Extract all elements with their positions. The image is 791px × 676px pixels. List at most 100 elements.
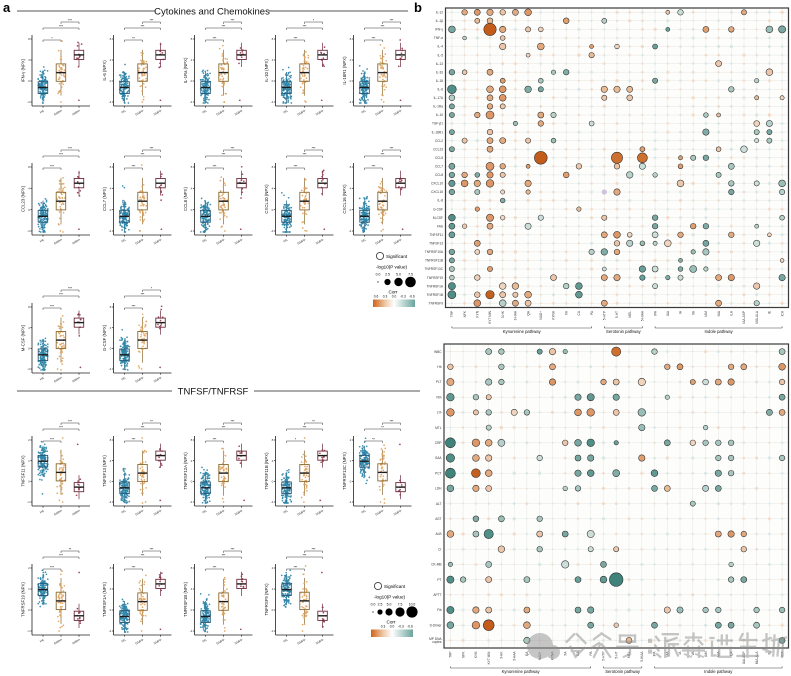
svg-text:HC: HC <box>283 508 289 514</box>
svg-text:TNFSF/TNFRSF: TNFSF/TNFRSF <box>178 387 249 398</box>
svg-text:***: *** <box>141 425 145 429</box>
svg-text:SMPP: SMPP <box>234 238 244 246</box>
svg-text:-4: -4 <box>271 100 274 104</box>
svg-text:4: 4 <box>191 459 193 463</box>
svg-text:G-CSF (NPX): G-CSF (NPX) <box>102 324 107 351</box>
svg-text:SMPP: SMPP <box>71 376 81 384</box>
svg-text:8: 8 <box>191 37 193 41</box>
svg-text:Cytokines and Chemokines: Cytokines and Chemokines <box>154 7 270 18</box>
svg-text:-4: -4 <box>190 100 193 104</box>
svg-text:CXCL10 (NPX): CXCL10 (NPX) <box>264 184 269 214</box>
svg-text:-4: -4 <box>109 367 112 371</box>
svg-text:***: *** <box>294 36 298 40</box>
svg-text:1: 1 <box>28 459 30 463</box>
svg-text:8: 8 <box>350 165 352 169</box>
svg-text:-4: -4 <box>109 629 112 633</box>
svg-text:GMPP: GMPP <box>135 376 145 384</box>
svg-text:0: 0 <box>350 480 352 484</box>
svg-text:0: 0 <box>350 79 352 83</box>
svg-text:IL-10 (NPX): IL-10 (NPX) <box>264 59 269 82</box>
svg-text:SMPP: SMPP <box>71 238 81 246</box>
svg-text:***: *** <box>59 292 63 296</box>
svg-text:7.5: 7.5 <box>398 603 403 607</box>
svg-text:***: *** <box>213 164 217 168</box>
svg-text:***: *** <box>150 18 154 22</box>
svg-text:SMPP: SMPP <box>234 109 244 117</box>
svg-text:8: 8 <box>272 37 274 41</box>
svg-text:***: *** <box>59 152 63 156</box>
svg-text:-1: -1 <box>27 500 30 504</box>
svg-text:8: 8 <box>110 37 112 41</box>
svg-text:***: *** <box>303 24 307 28</box>
svg-text:4: 4 <box>272 58 274 62</box>
svg-text:HC: HC <box>121 108 127 114</box>
svg-text:IFN-γ (NPX): IFN-γ (NPX) <box>21 58 26 82</box>
svg-text:**: ** <box>312 419 315 423</box>
svg-text:2: 2 <box>350 438 352 442</box>
svg-text:HC: HC <box>121 237 127 243</box>
svg-text:SMPP: SMPP <box>315 509 325 517</box>
svg-text:**: ** <box>132 36 135 40</box>
svg-text:5.0: 5.0 <box>387 603 392 607</box>
svg-text:-1: -1 <box>271 629 274 633</box>
svg-text:-0.6: -0.6 <box>409 295 415 299</box>
svg-text:***: *** <box>372 164 376 168</box>
svg-text:-log10(P value): -log10(P value) <box>374 595 406 600</box>
svg-text:0: 0 <box>28 79 30 83</box>
svg-text:SMPP: SMPP <box>153 109 163 117</box>
svg-text:a: a <box>3 0 11 15</box>
svg-text:**: ** <box>372 437 375 441</box>
svg-text:GMPP: GMPP <box>216 109 226 117</box>
svg-text:0: 0 <box>191 208 193 212</box>
svg-text:10.0: 10.0 <box>409 603 416 607</box>
svg-text:GMPP: GMPP <box>375 509 385 517</box>
svg-text:-4: -4 <box>27 229 30 233</box>
svg-text:GMPP: GMPP <box>53 238 63 246</box>
svg-text:***: *** <box>381 24 385 28</box>
svg-text:0: 0 <box>28 347 30 351</box>
svg-text:0: 0 <box>272 480 274 484</box>
svg-text:*: * <box>295 437 297 441</box>
svg-text:TNFSF13 (NPX): TNFSF13 (NPX) <box>102 455 107 487</box>
svg-text:HC: HC <box>283 108 289 114</box>
svg-text:TNFRSF13C (NPX): TNFRSF13C (NPX) <box>342 452 347 490</box>
svg-text:8: 8 <box>191 165 193 169</box>
svg-text:HC: HC <box>361 508 367 514</box>
svg-text:-0.6: -0.6 <box>407 625 413 629</box>
svg-text:0: 0 <box>110 79 112 83</box>
svg-text:***: *** <box>50 164 54 168</box>
svg-text:***: *** <box>390 419 394 423</box>
svg-text:8: 8 <box>28 305 30 309</box>
svg-text:**: ** <box>381 425 384 429</box>
svg-text:IL-6 (NPX): IL-6 (NPX) <box>102 60 107 81</box>
svg-text:0.0: 0.0 <box>376 273 381 277</box>
svg-text:Significant: Significant <box>386 254 408 259</box>
svg-text:CCL23 (NPX): CCL23 (NPX) <box>21 185 26 212</box>
svg-text:0.6: 0.6 <box>374 295 379 299</box>
svg-text:CCL8 (NPX): CCL8 (NPX) <box>183 186 188 210</box>
svg-text:2: 2 <box>28 438 30 442</box>
svg-text:***: *** <box>222 425 226 429</box>
svg-text:***: *** <box>231 146 235 150</box>
svg-text:SMPP: SMPP <box>315 109 325 117</box>
svg-text:8: 8 <box>110 438 112 442</box>
svg-text:-log10(P value): -log10(P value) <box>376 265 408 270</box>
svg-text:-4: -4 <box>190 500 193 504</box>
svg-text:0.0: 0.0 <box>371 603 376 607</box>
svg-text:GMPP: GMPP <box>53 509 63 517</box>
svg-text:HC: HC <box>361 108 367 114</box>
svg-text:GMPP: GMPP <box>375 109 385 117</box>
svg-text:HC: HC <box>39 508 45 514</box>
svg-text:SMPP: SMPP <box>153 509 163 517</box>
svg-text:IL-18R1 (NPX): IL-18R1 (NPX) <box>342 56 347 85</box>
svg-text:***: *** <box>222 24 226 28</box>
svg-text:Significant: Significant <box>384 584 406 589</box>
svg-text:b: b <box>414 0 422 15</box>
svg-text:***: *** <box>231 419 235 423</box>
svg-text:***: *** <box>141 152 145 156</box>
svg-text:SMPP: SMPP <box>393 509 403 517</box>
svg-text:TNFRSF11B (NPX): TNFRSF11B (NPX) <box>264 452 269 490</box>
svg-text:HC: HC <box>361 237 367 243</box>
svg-text:GMPP: GMPP <box>375 238 385 246</box>
svg-text:SMPP: SMPP <box>393 238 403 246</box>
